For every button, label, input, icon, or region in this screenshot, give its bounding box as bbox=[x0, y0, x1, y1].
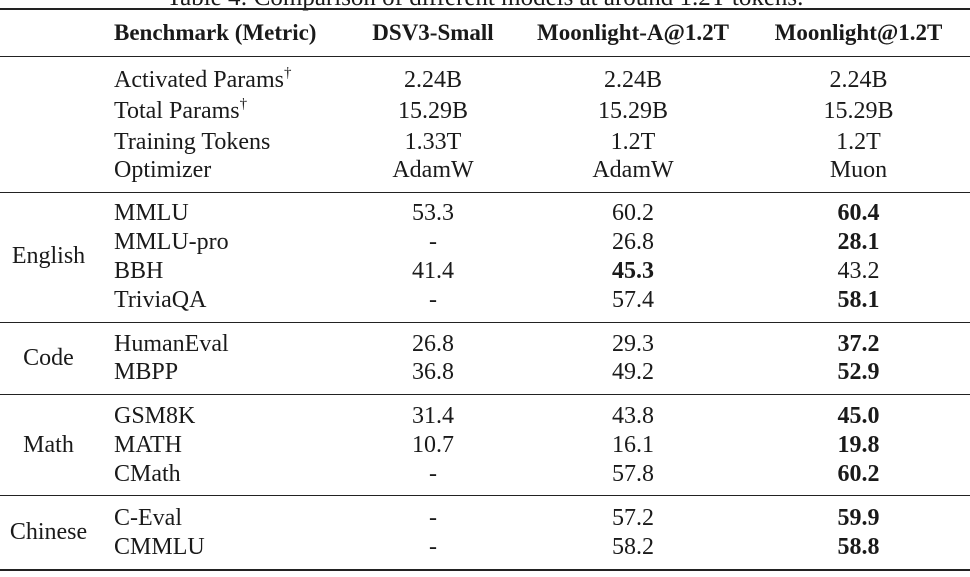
config-value-dsv3-small: 15.29B bbox=[397, 98, 468, 124]
category-label: English bbox=[11, 243, 86, 269]
score-moonlight-a: 60.2 bbox=[612, 200, 654, 226]
code-rule bbox=[0, 394, 970, 395]
score-moonlight-a: 57.4 bbox=[612, 287, 654, 313]
score-dsv3-small: 53.3 bbox=[412, 200, 454, 226]
score-moonlight-a: 58.2 bbox=[612, 534, 654, 560]
config-value-moonlight: 15.29B bbox=[823, 98, 894, 124]
benchmark-label: CMath bbox=[114, 461, 181, 487]
config-label: Activated Params† bbox=[114, 65, 292, 94]
config-value-dsv3-small: 2.24B bbox=[403, 67, 462, 93]
category-label: Code bbox=[23, 345, 74, 371]
config-value-dsv3-small: AdamW bbox=[392, 157, 474, 183]
benchmark-label: GSM8K bbox=[114, 403, 196, 429]
config-value-moonlight-a: 2.24B bbox=[603, 67, 662, 93]
score-moonlight: 59.9 bbox=[837, 505, 880, 531]
score-moonlight-a: 57.2 bbox=[612, 505, 654, 531]
benchmark-label: MMLU bbox=[114, 200, 189, 226]
top-rule bbox=[0, 8, 970, 10]
score-moonlight-a: 26.8 bbox=[612, 229, 654, 255]
score-moonlight-a: 29.3 bbox=[612, 331, 654, 357]
benchmark-label: C-Eval bbox=[114, 505, 182, 531]
score-moonlight: 60.4 bbox=[837, 200, 880, 226]
benchmark-label: TriviaQA bbox=[114, 287, 207, 313]
dagger-mark: † bbox=[239, 96, 248, 112]
config-label: Optimizer bbox=[114, 157, 212, 183]
benchmark-label: MATH bbox=[114, 432, 183, 458]
config-value-moonlight-a: 1.2T bbox=[610, 129, 656, 155]
header-moonlight: Moonlight@1.2T bbox=[774, 20, 943, 45]
score-moonlight-a: 43.8 bbox=[612, 403, 654, 429]
config-value-moonlight-a: 15.29B bbox=[597, 98, 668, 124]
config-rule bbox=[0, 192, 970, 193]
header-moonlight-a: Moonlight-A@1.2T bbox=[537, 20, 729, 45]
math-rule bbox=[0, 495, 970, 496]
score-dsv3-small: 31.4 bbox=[412, 403, 454, 429]
score-dsv3-small: - bbox=[429, 505, 437, 531]
config-value-dsv3-small: 1.33T bbox=[404, 129, 462, 155]
config-value-moonlight: Muon bbox=[829, 157, 888, 183]
score-moonlight: 60.2 bbox=[837, 461, 880, 487]
header-benchmark: Benchmark (Metric) bbox=[114, 20, 317, 45]
score-moonlight-a: 57.8 bbox=[612, 461, 654, 487]
score-moonlight: 37.2 bbox=[837, 331, 880, 357]
config-value-moonlight: 1.2T bbox=[836, 129, 881, 155]
benchmark-label: BBH bbox=[114, 258, 164, 284]
score-dsv3-small: - bbox=[429, 287, 437, 313]
dagger-mark: † bbox=[283, 65, 292, 81]
bottom-rule bbox=[0, 569, 970, 571]
score-moonlight: 28.1 bbox=[837, 229, 880, 255]
config-value-moonlight: 2.24B bbox=[829, 67, 888, 93]
score-moonlight-a: 49.2 bbox=[612, 359, 654, 385]
benchmark-label: MBPP bbox=[114, 359, 179, 385]
score-moonlight-a: 45.3 bbox=[612, 258, 654, 284]
score-moonlight: 19.8 bbox=[837, 432, 880, 458]
english-rule bbox=[0, 322, 970, 323]
config-value-moonlight-a: AdamW bbox=[592, 157, 674, 183]
score-dsv3-small: 41.4 bbox=[412, 258, 454, 284]
score-moonlight: 45.0 bbox=[837, 403, 880, 429]
score-dsv3-small: - bbox=[429, 461, 437, 487]
header-rule bbox=[0, 56, 970, 57]
score-dsv3-small: - bbox=[429, 534, 437, 560]
score-moonlight: 52.9 bbox=[837, 359, 880, 385]
score-moonlight: 43.2 bbox=[837, 258, 880, 284]
config-label: Total Params† bbox=[114, 96, 248, 125]
header-dsv3-small: DSV3-Small bbox=[372, 20, 494, 45]
config-label: Training Tokens bbox=[114, 129, 271, 155]
benchmark-label: MMLU-pro bbox=[114, 229, 229, 255]
score-dsv3-small: - bbox=[429, 229, 437, 255]
table-caption: Table 4: Comparison of different models … bbox=[0, 0, 970, 13]
score-dsv3-small: 26.8 bbox=[412, 331, 454, 357]
score-dsv3-small: 10.7 bbox=[412, 432, 454, 458]
category-label: Math bbox=[23, 432, 74, 458]
score-moonlight: 58.1 bbox=[837, 287, 880, 313]
score-moonlight-a: 16.1 bbox=[612, 432, 654, 458]
score-moonlight: 58.8 bbox=[837, 534, 880, 560]
score-dsv3-small: 36.8 bbox=[412, 359, 454, 385]
benchmark-label: CMMLU bbox=[114, 534, 205, 560]
benchmark-label: HumanEval bbox=[114, 331, 229, 357]
category-label: Chinese bbox=[9, 519, 88, 545]
